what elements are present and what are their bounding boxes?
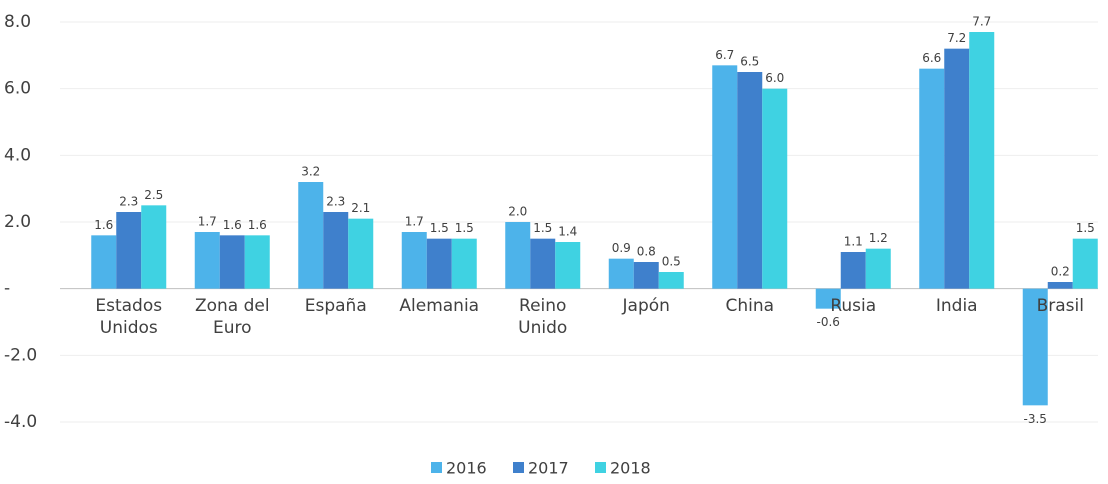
bar <box>116 212 142 289</box>
bar <box>919 68 945 289</box>
data-label: 1.6 <box>223 218 242 232</box>
x-tick-label: España <box>304 295 367 316</box>
x-tick-label: India <box>935 295 978 316</box>
x-tick-label: Rusia <box>830 295 877 316</box>
bar <box>91 235 117 289</box>
bar <box>944 48 970 289</box>
y-tick-label: -2.0 <box>4 345 37 365</box>
x-tick-label: Reino Unido <box>518 295 568 338</box>
bar <box>530 238 556 289</box>
data-label: -3.5 <box>1024 412 1047 426</box>
data-label: -0.6 <box>817 315 840 329</box>
data-label: 0.5 <box>662 255 681 269</box>
y-tick-label: 4.0 <box>4 145 31 165</box>
bar <box>194 232 220 289</box>
bar <box>840 252 866 289</box>
bar <box>762 88 788 289</box>
legend-swatch <box>595 462 606 473</box>
bar <box>451 238 477 289</box>
data-label: 2.3 <box>326 195 345 209</box>
data-label: 0.8 <box>637 245 656 259</box>
data-label: 1.7 <box>198 215 217 229</box>
data-label: 2.0 <box>508 205 527 219</box>
data-label: 7.7 <box>972 15 991 29</box>
data-label: 6.5 <box>740 55 759 69</box>
x-tick-label: Zona del Euro <box>194 295 270 338</box>
bar <box>323 212 349 289</box>
bar <box>219 235 245 289</box>
data-label: 1.6 <box>94 218 113 232</box>
legend-label: 2016 <box>446 459 487 478</box>
data-label: 3.2 <box>301 165 320 179</box>
bar <box>969 32 995 289</box>
data-label: 1.1 <box>844 235 863 249</box>
bar <box>244 235 270 289</box>
bar <box>608 258 634 289</box>
bar <box>1072 238 1098 289</box>
y-tick-label: 6.0 <box>4 79 31 99</box>
x-tick-label: China <box>725 295 775 316</box>
x-tick-label: Estados Unidos <box>95 295 163 338</box>
data-label: 2.1 <box>351 201 370 215</box>
bar <box>1022 288 1048 406</box>
data-label: 0.9 <box>612 241 631 255</box>
data-label: 1.7 <box>405 215 424 229</box>
data-label: 1.5 <box>1076 221 1095 235</box>
bar <box>401 232 427 289</box>
y-tick-label: - <box>4 279 10 299</box>
data-label: 6.7 <box>715 48 734 62</box>
bar <box>737 72 763 289</box>
legend-label: 2018 <box>610 459 651 478</box>
bar <box>865 248 891 289</box>
data-label: 1.2 <box>869 231 888 245</box>
y-tick-label: -4.0 <box>4 412 37 432</box>
legend-swatch <box>431 462 442 473</box>
bar <box>348 218 374 289</box>
bar <box>141 205 167 289</box>
legend-swatch <box>513 462 524 473</box>
data-label: 1.5 <box>533 221 552 235</box>
data-label: 1.4 <box>558 225 577 239</box>
data-label: 1.6 <box>248 218 267 232</box>
data-label: 6.0 <box>765 71 784 85</box>
data-label: 1.5 <box>455 221 474 235</box>
y-tick-label: 8.0 <box>4 12 31 32</box>
bar <box>298 182 324 289</box>
x-tick-label: Japón <box>622 295 670 316</box>
data-label: 2.5 <box>144 188 163 202</box>
bar <box>505 222 531 289</box>
data-label: 1.5 <box>430 221 449 235</box>
data-label: 0.2 <box>1051 265 1070 279</box>
bar <box>633 262 659 289</box>
bar <box>1047 282 1073 289</box>
bar <box>712 65 738 289</box>
bar <box>426 238 452 289</box>
y-tick-label: 2.0 <box>4 212 31 232</box>
bar <box>555 242 581 289</box>
data-label: 2.3 <box>119 195 138 209</box>
bar <box>815 288 841 309</box>
data-label: 6.6 <box>922 51 941 65</box>
data-label: 7.2 <box>947 31 966 45</box>
x-tick-label: Alemania <box>399 295 480 316</box>
x-tick-label: Brasil <box>1036 295 1084 316</box>
legend-label: 2017 <box>528 459 569 478</box>
bar <box>658 272 684 289</box>
